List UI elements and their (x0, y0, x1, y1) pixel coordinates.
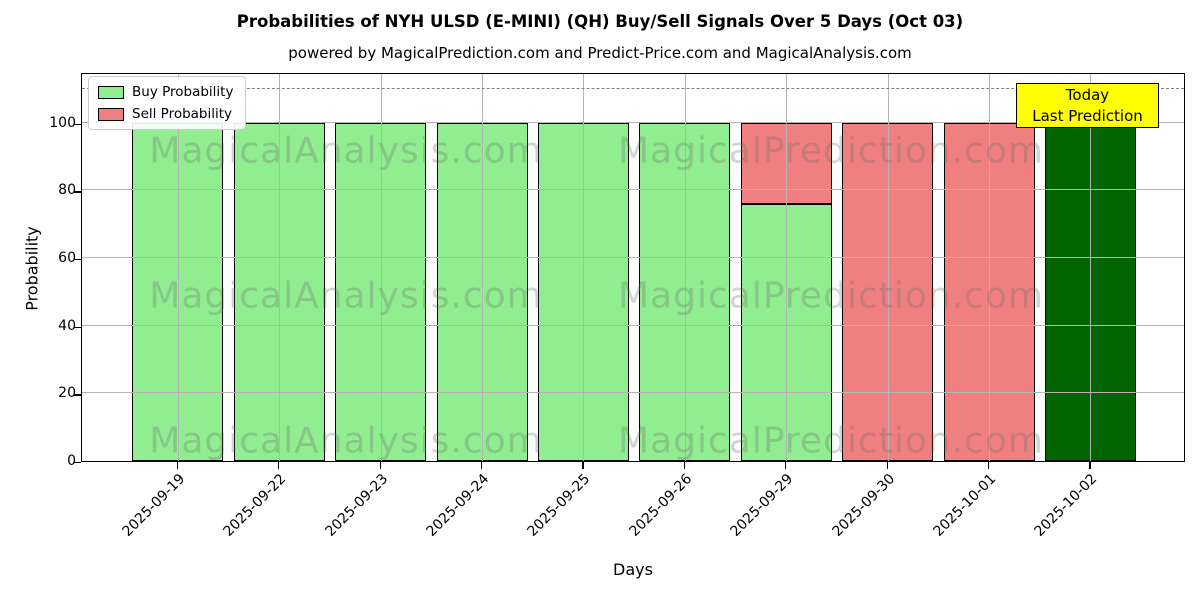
gridline-vertical (583, 74, 585, 461)
x-tick-label: 2025-09-23 (322, 471, 391, 540)
y-tick-mark (74, 191, 81, 193)
gridline-vertical (989, 74, 990, 461)
x-tick-label: 2025-09-29 (727, 471, 797, 540)
x-tick-label: 2025-09-25 (524, 471, 594, 540)
watermark-text: MagicalAnalysis.com (149, 130, 543, 172)
y-tick-mark (74, 259, 81, 261)
sell-color-swatch (98, 107, 124, 121)
legend-item-buy: Buy Probability (98, 84, 233, 100)
gridline-vertical (887, 74, 889, 461)
chart-subtitle: powered by MagicalPrediction.com and Pre… (288, 44, 912, 62)
x-tick-mark (582, 462, 584, 469)
legend-label-sell: Sell Probability (132, 106, 233, 122)
watermark-text: MagicalPrediction.com (618, 420, 1044, 462)
x-tick-mark (886, 462, 888, 469)
gridline-vertical (279, 74, 281, 461)
watermark-text: MagicalPrediction.com (618, 130, 1044, 172)
y-tick-label: 40 (58, 317, 76, 334)
y-tick-mark (74, 326, 81, 328)
y-tick-mark (74, 123, 81, 126)
gridline-vertical (1090, 74, 1092, 461)
y-tick-label: 0 (67, 453, 76, 469)
y-tick-label: 100 (49, 114, 76, 131)
x-tick-mark (683, 462, 686, 469)
y-tick-label: 60 (58, 250, 76, 267)
today-annotation-line1: Today (1065, 86, 1110, 104)
gridline-vertical (684, 74, 686, 461)
x-tick-label: 2025-09-22 (220, 471, 290, 540)
x-tick-mark (481, 462, 483, 469)
gridline-vertical (177, 74, 179, 461)
chart-title: Probabilities of NYH ULSD (E-MINI) (QH) … (236, 12, 964, 31)
y-tick-label: 80 (58, 182, 76, 199)
y-tick-label: 20 (58, 385, 76, 402)
x-tick-label: 2025-09-26 (626, 471, 696, 540)
legend: Buy Probability Sell Probability (88, 76, 247, 130)
x-tick-mark (176, 462, 179, 469)
x-tick-label: 2025-09-30 (829, 471, 898, 540)
x-tick-label: 2025-09-24 (423, 471, 493, 540)
x-tick-label: 2025-09-19 (119, 471, 189, 540)
x-tick-label: 2025-10-02 (1031, 471, 1101, 540)
x-tick-mark (988, 462, 990, 469)
y-tick-mark (74, 462, 81, 464)
x-tick-mark (379, 462, 381, 469)
y-tick-mark (74, 394, 81, 396)
today-annotation: Today Last Prediction (1016, 83, 1159, 128)
legend-label-buy: Buy Probability (132, 84, 234, 100)
gridline-vertical (380, 74, 382, 461)
gridline-vertical (482, 74, 483, 461)
x-tick-mark (785, 462, 787, 469)
plot-area: Buy Probability Sell Probability Today L… (81, 73, 1185, 462)
gridline-horizontal (82, 324, 1184, 326)
gridline-horizontal (82, 392, 1184, 394)
gridline-horizontal (82, 121, 1184, 123)
gridline-horizontal (82, 189, 1184, 191)
buy-color-swatch (98, 85, 124, 99)
watermark-text: MagicalAnalysis.com (149, 275, 543, 317)
watermark-text: MagicalPrediction.com (618, 275, 1044, 317)
gridline-horizontal (82, 257, 1184, 259)
gridline-vertical (786, 74, 788, 461)
x-axis-label: Days (613, 560, 653, 579)
x-tick-label: 2025-10-01 (930, 471, 1000, 540)
x-tick-mark (278, 462, 280, 469)
y-axis-label: Probability (22, 226, 42, 311)
watermark-text: MagicalAnalysis.com (149, 420, 543, 462)
today-annotation-line2: Last Prediction (1032, 107, 1143, 125)
legend-item-sell: Sell Probability (98, 106, 233, 122)
threshold-dashed-line (82, 87, 1184, 89)
x-tick-mark (1089, 462, 1091, 469)
